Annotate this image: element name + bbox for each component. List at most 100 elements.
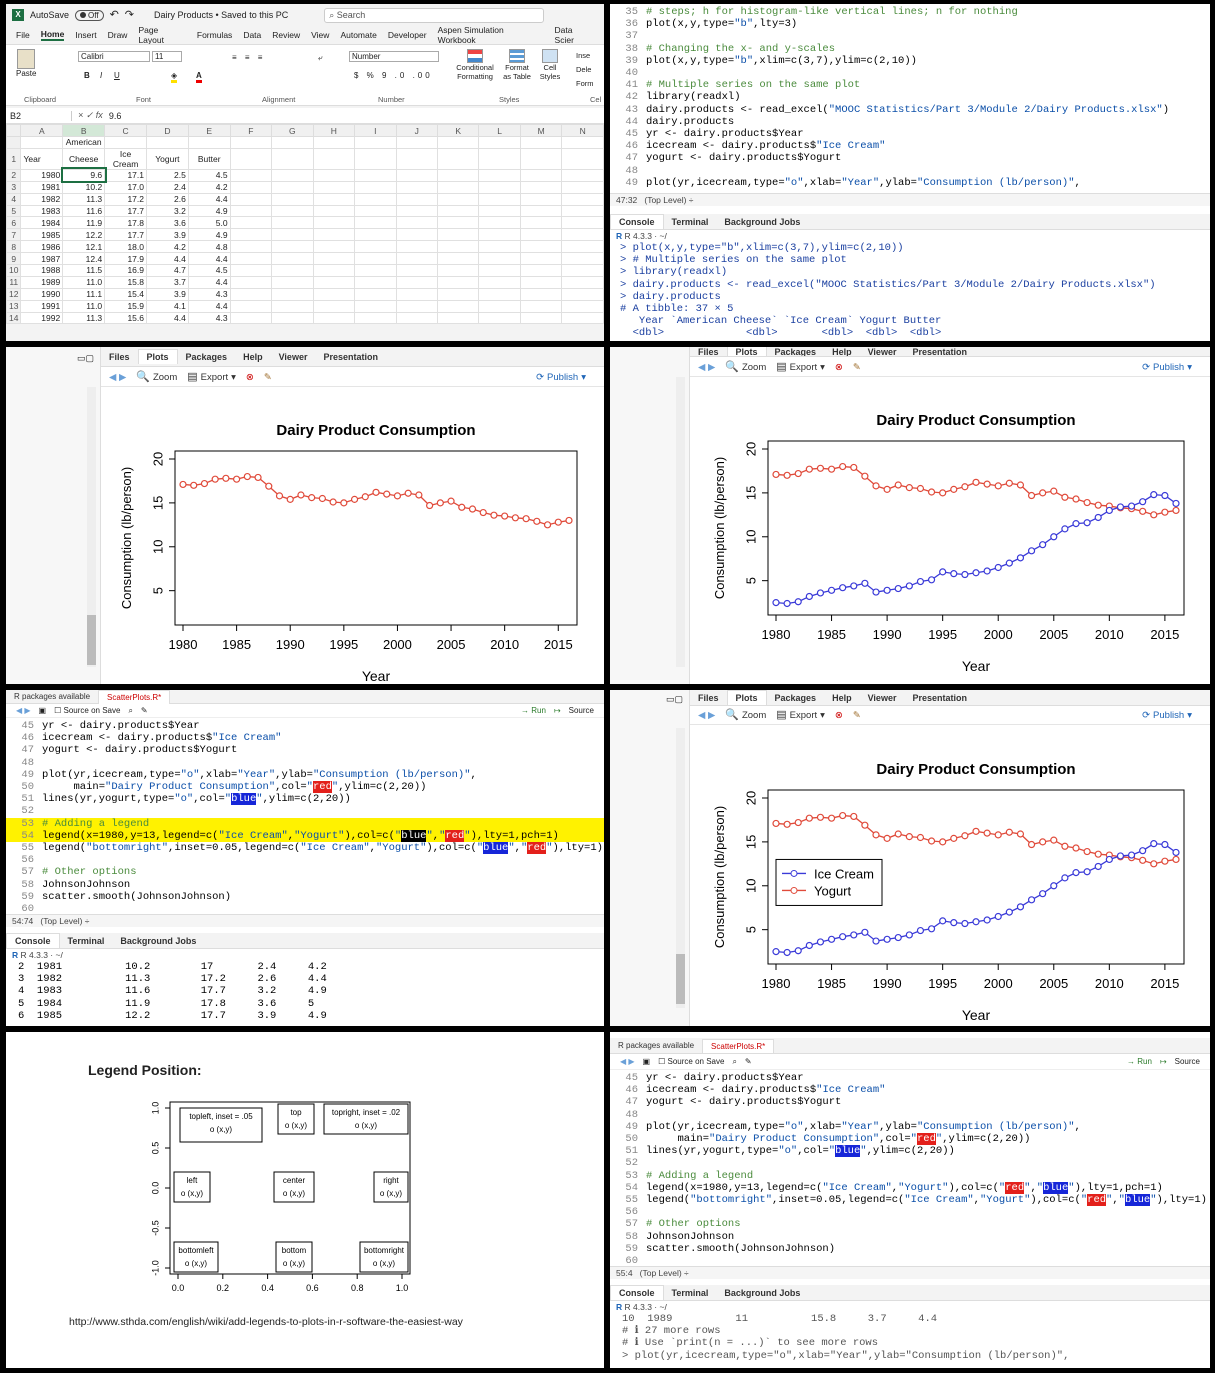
cell[interactable] [436,240,480,254]
cell[interactable]: 9.6 [60,167,107,184]
row-header[interactable] [6,136,22,149]
tab-console[interactable]: Console [610,1285,664,1300]
code-line[interactable]: 40 [625,67,638,80]
tab-viewer[interactable]: Viewer [867,347,897,357]
col-header[interactable]: I [354,124,397,137]
code-line[interactable]: 55 legend("bottomright",inset=0.05,legend… [21,842,603,855]
code-line[interactable]: 54 legend(x=1980,y=13,legend=c("Ice Cream… [6,829,604,843]
tab-console[interactable]: Console [6,933,60,948]
cell[interactable] [561,228,604,242]
cell[interactable]: Ice Cream [104,147,147,170]
cell[interactable] [312,299,356,313]
cell[interactable] [271,311,314,324]
cell[interactable]: 11.9 [62,216,106,230]
tab-presentation[interactable]: Presentation [323,351,378,362]
cell[interactable] [354,168,397,182]
cell[interactable] [436,216,480,230]
cell[interactable]: 4.4 [146,311,189,324]
cell[interactable]: American [62,136,106,149]
cell[interactable]: 4.8 [187,240,231,254]
cell[interactable]: 1990 [20,287,64,301]
code-editor[interactable]: 45 yr <- dairy.products$Year 46 icecream <-… [610,1070,1210,1267]
fill-color-icon[interactable]: ◈ [171,71,178,83]
tab-background-jobs[interactable]: Background Jobs [724,216,801,227]
cell[interactable] [187,136,231,149]
row-header[interactable]: 7 [6,228,22,242]
cell[interactable]: 17.7 [104,228,147,242]
font-size-select[interactable]: 11 [152,51,182,62]
cell[interactable] [395,168,438,182]
code-line[interactable]: 60 [21,903,34,916]
nav-arrows-icon[interactable]: ◀ ▶ [620,1057,635,1066]
tab-scatterplots[interactable]: ScatterPlots.R* [98,690,171,704]
row-header[interactable]: 8 [6,240,22,254]
cell[interactable]: 4.4 [146,252,189,266]
cell[interactable] [395,147,438,170]
cell[interactable] [478,147,521,170]
cell[interactable] [519,264,563,277]
cell[interactable] [229,136,273,149]
code-line[interactable]: 44 dairy.products [625,115,735,128]
tab-plots[interactable]: Plots [137,349,178,364]
row-header[interactable]: 4 [6,192,22,206]
menu-view[interactable]: View [311,30,330,40]
code-line[interactable]: 48 [625,1108,638,1121]
cell[interactable] [271,264,314,277]
code-line[interactable]: 59 scatter.smooth(JohnsonJohnson) [625,1242,836,1255]
publish-button[interactable]: ⟳ Publish ▾ [1142,710,1192,721]
bold-button[interactable]: B [84,71,90,80]
back-icon[interactable]: ◀ ▶ [109,372,127,383]
cell[interactable] [395,299,438,313]
cell[interactable]: 17.1 [104,168,147,182]
corner-cell[interactable] [6,124,22,137]
cell[interactable]: 12.1 [62,240,106,254]
cell[interactable]: 17.8 [104,216,147,230]
cell[interactable] [271,228,314,242]
cell[interactable] [519,228,563,242]
cell[interactable] [354,299,397,313]
tab-presentation[interactable]: Presentation [912,347,967,357]
cell[interactable]: 4.2 [146,240,189,254]
cell[interactable]: 4.4 [187,252,231,266]
row-header[interactable]: 5 [6,204,22,218]
menu-file[interactable]: File [16,30,30,40]
cell[interactable] [229,204,273,218]
code-line[interactable]: 53 # Adding a legend [6,817,604,830]
font-color-icon[interactable]: A [196,71,202,83]
cell[interactable] [229,168,273,182]
cell[interactable] [229,228,273,242]
code-line[interactable]: 47 yogurt <- dairy.products$Yogurt [625,1096,842,1109]
publish-button[interactable]: ⟳ Publish ▾ [1142,362,1192,373]
cell[interactable] [436,299,480,313]
cell[interactable] [436,136,480,149]
code-line[interactable]: 51 lines(yr,yogurt,type="o",col="blue",yl… [625,1145,955,1158]
cell[interactable] [104,136,147,149]
cell[interactable] [271,240,314,254]
cell[interactable]: 11.1 [62,287,106,301]
cell[interactable] [271,168,314,182]
cell[interactable] [478,252,521,266]
cell[interactable] [519,299,563,313]
cell[interactable] [312,240,356,254]
tab-help[interactable]: Help [832,692,852,703]
row-header[interactable]: 9 [6,252,22,266]
broom-icon[interactable]: ✎ [263,372,272,383]
tab-terminal[interactable]: Terminal [671,1287,709,1298]
tab-presentation[interactable]: Presentation [912,692,967,703]
number-format-select[interactable]: Number [349,51,439,62]
cell[interactable]: 4.5 [187,168,231,182]
code-line[interactable]: 45 yr <- dairy.products$Year [625,128,804,141]
code-line[interactable]: 35 # steps; h for histogram-like vertical… [625,6,1018,18]
menu-review[interactable]: Review [272,30,301,40]
code-line[interactable]: 42 library(readxl) [625,91,741,104]
cell[interactable] [354,240,397,254]
cell[interactable] [478,204,521,218]
cell[interactable] [312,192,356,206]
tab-packages[interactable]: Packages [185,351,228,362]
cell[interactable] [229,216,273,230]
tab-packages[interactable]: Packages [774,692,817,703]
cell[interactable]: 1980 [20,168,64,182]
cell[interactable]: 15.8 [104,275,147,289]
row-header[interactable]: 2 [6,168,22,182]
cell[interactable] [229,192,273,206]
